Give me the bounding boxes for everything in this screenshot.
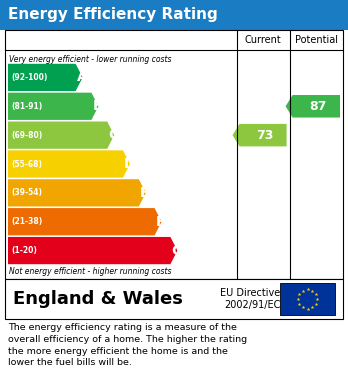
Text: (92-100): (92-100) [11,73,47,82]
Text: Potential: Potential [295,35,338,45]
Text: (21-38): (21-38) [11,217,42,226]
Polygon shape [8,179,146,206]
Text: 73: 73 [256,129,274,142]
Text: (1-20): (1-20) [11,246,37,255]
Polygon shape [8,122,114,149]
Text: (39-54): (39-54) [11,188,42,197]
Text: Not energy efficient - higher running costs: Not energy efficient - higher running co… [9,267,172,276]
Bar [5,30,343,279]
Text: D: D [124,157,135,171]
Text: A: A [77,70,87,84]
Bar [0,0,348,30]
Text: (55-68): (55-68) [11,160,42,169]
Text: Current: Current [245,35,282,45]
Text: E: E [140,186,149,200]
Polygon shape [8,237,177,264]
Text: F: F [156,215,165,229]
Text: Very energy efficient - lower running costs: Very energy efficient - lower running co… [9,54,172,63]
Polygon shape [8,93,98,120]
Text: 87: 87 [310,100,327,113]
Text: (81-91): (81-91) [11,102,42,111]
Text: England & Wales: England & Wales [13,290,183,308]
Polygon shape [8,208,161,235]
Text: The energy efficiency rating is a measure of the
overall efficiency of a home. T: The energy efficiency rating is a measur… [8,323,247,368]
Text: B: B [93,99,103,113]
Text: EU Directive
2002/91/EC: EU Directive 2002/91/EC [220,288,280,310]
Bar [5,279,343,319]
Text: Energy Efficiency Rating: Energy Efficiency Rating [8,7,218,23]
Text: (69-80): (69-80) [11,131,42,140]
Bar [280,283,335,315]
Polygon shape [232,124,287,146]
Polygon shape [8,64,83,91]
Text: C: C [108,128,118,142]
Polygon shape [286,95,340,118]
Polygon shape [8,151,130,178]
Text: G: G [171,244,183,258]
